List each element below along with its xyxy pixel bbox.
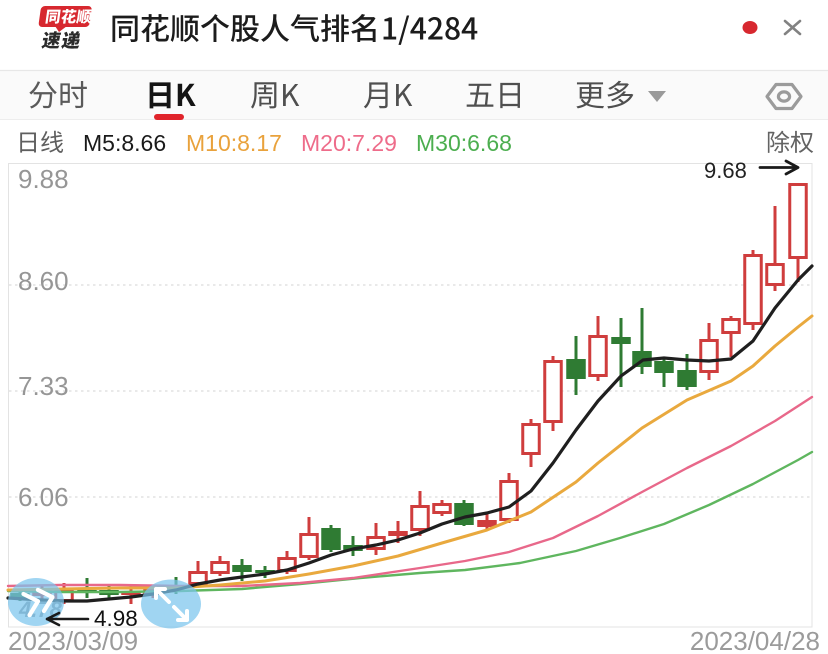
svg-text:M20:7.29: M20:7.29 <box>301 130 397 156</box>
svg-text:M5:8.66: M5:8.66 <box>83 130 166 156</box>
svg-text:7.33: 7.33 <box>18 371 69 401</box>
svg-text:9.88: 9.88 <box>18 164 69 194</box>
svg-text:2023/03/09: 2023/03/09 <box>8 626 138 654</box>
svg-text:4.98: 4.98 <box>94 606 138 631</box>
svg-text:M30:6.68: M30:6.68 <box>416 130 512 156</box>
svg-text:8.60: 8.60 <box>18 266 69 296</box>
svg-text:M10:8.17: M10:8.17 <box>186 130 282 156</box>
svg-text:6.06: 6.06 <box>18 482 69 512</box>
svg-text:9.68: 9.68 <box>704 158 747 183</box>
svg-text:2023/04/28: 2023/04/28 <box>690 626 820 654</box>
